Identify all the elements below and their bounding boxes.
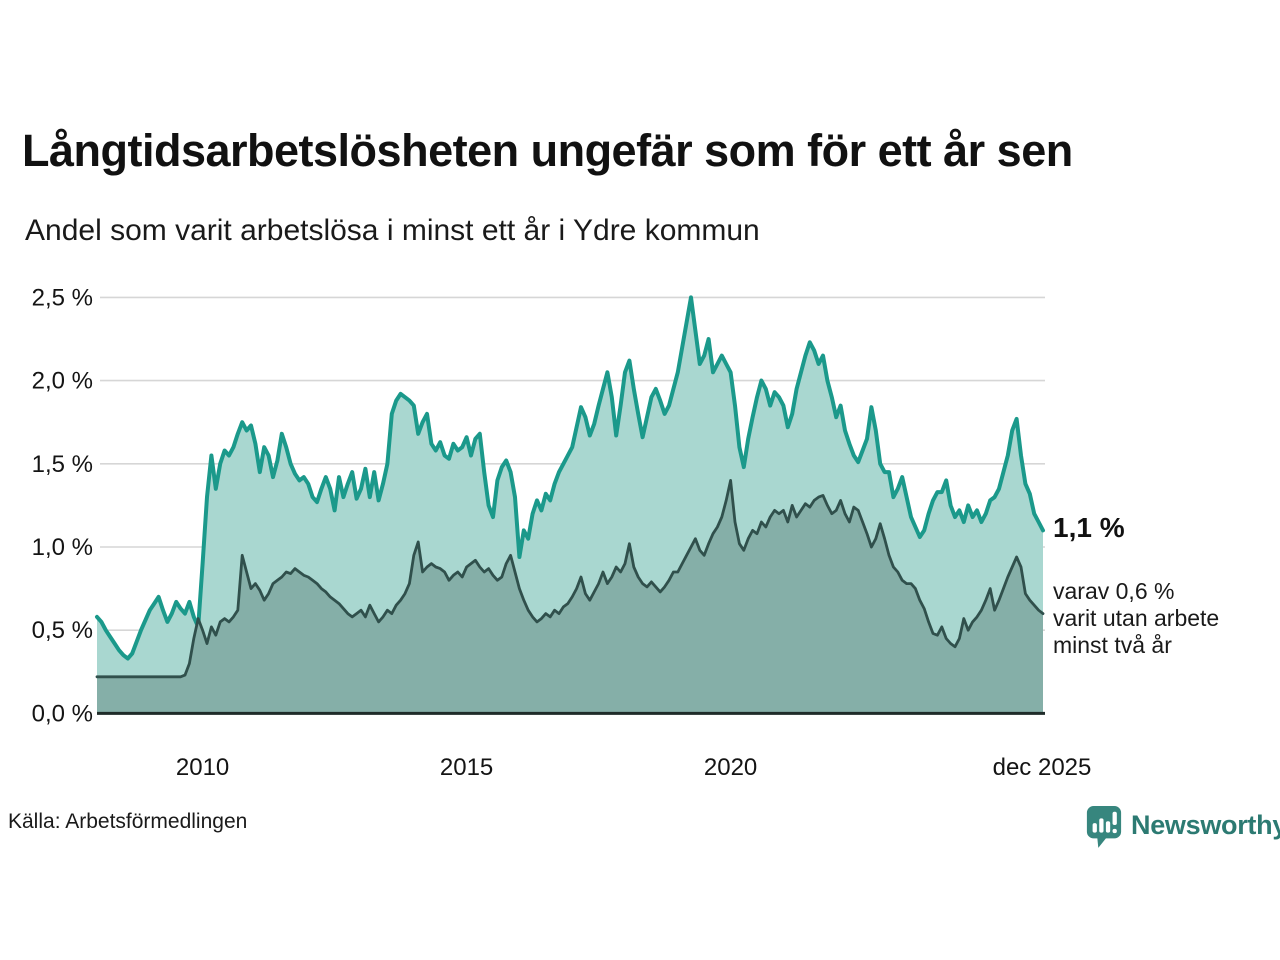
y-tick: 2,5 % (32, 284, 93, 311)
x-axis-tick-labels: 2010 2015 2020 dec 2025 (176, 754, 1091, 781)
secondary-annotation-line1: varav 0,6 % (1053, 578, 1175, 604)
y-tick: 1,5 % (32, 451, 93, 478)
y-tick: 1,0 % (32, 534, 93, 561)
y-tick: 0,5 % (32, 617, 93, 644)
newsworthy-icon (1086, 806, 1122, 848)
y-tick: 2,0 % (32, 368, 93, 395)
series-line-1 (95, 295, 1045, 661)
y-axis-tick-labels: 2,5 % 2,0 % 1,5 % 1,0 % 0,5 % 0,0 % (32, 284, 93, 727)
secondary-annotation-line3: minst två år (1053, 632, 1172, 658)
series-line-2 (95, 479, 1045, 679)
x-tick: 2015 (440, 754, 493, 781)
source-caption: Källa: Arbetsförmedlingen (8, 810, 248, 833)
brand-logo: Newsworthy (1085, 804, 1280, 848)
area-chart: 2,5 % 2,0 % 1,5 % 1,0 % 0,5 % 0,0 % 2010… (32, 284, 1092, 781)
secondary-annotation-line2: varit utan arbete (1053, 605, 1220, 631)
page-title: Långtidsarbetslösheten ungefär som för e… (22, 125, 1073, 176)
x-tick: dec 2025 (993, 754, 1092, 781)
x-tick: 2020 (704, 754, 757, 781)
latest-value-annotation: 1,1 % (1053, 512, 1125, 543)
page-subtitle: Andel som varit arbetslösa i minst ett å… (25, 214, 760, 247)
series-areas (95, 295, 1045, 714)
series-area-2 (97, 480, 1043, 714)
brand-wordmark: Newsworthy (1131, 810, 1280, 840)
secondary-annotation: varav 0,6 % varit utan arbete minst två … (1053, 578, 1219, 659)
y-tick: 0,0 % (32, 700, 93, 727)
x-tick: 2010 (176, 754, 229, 781)
